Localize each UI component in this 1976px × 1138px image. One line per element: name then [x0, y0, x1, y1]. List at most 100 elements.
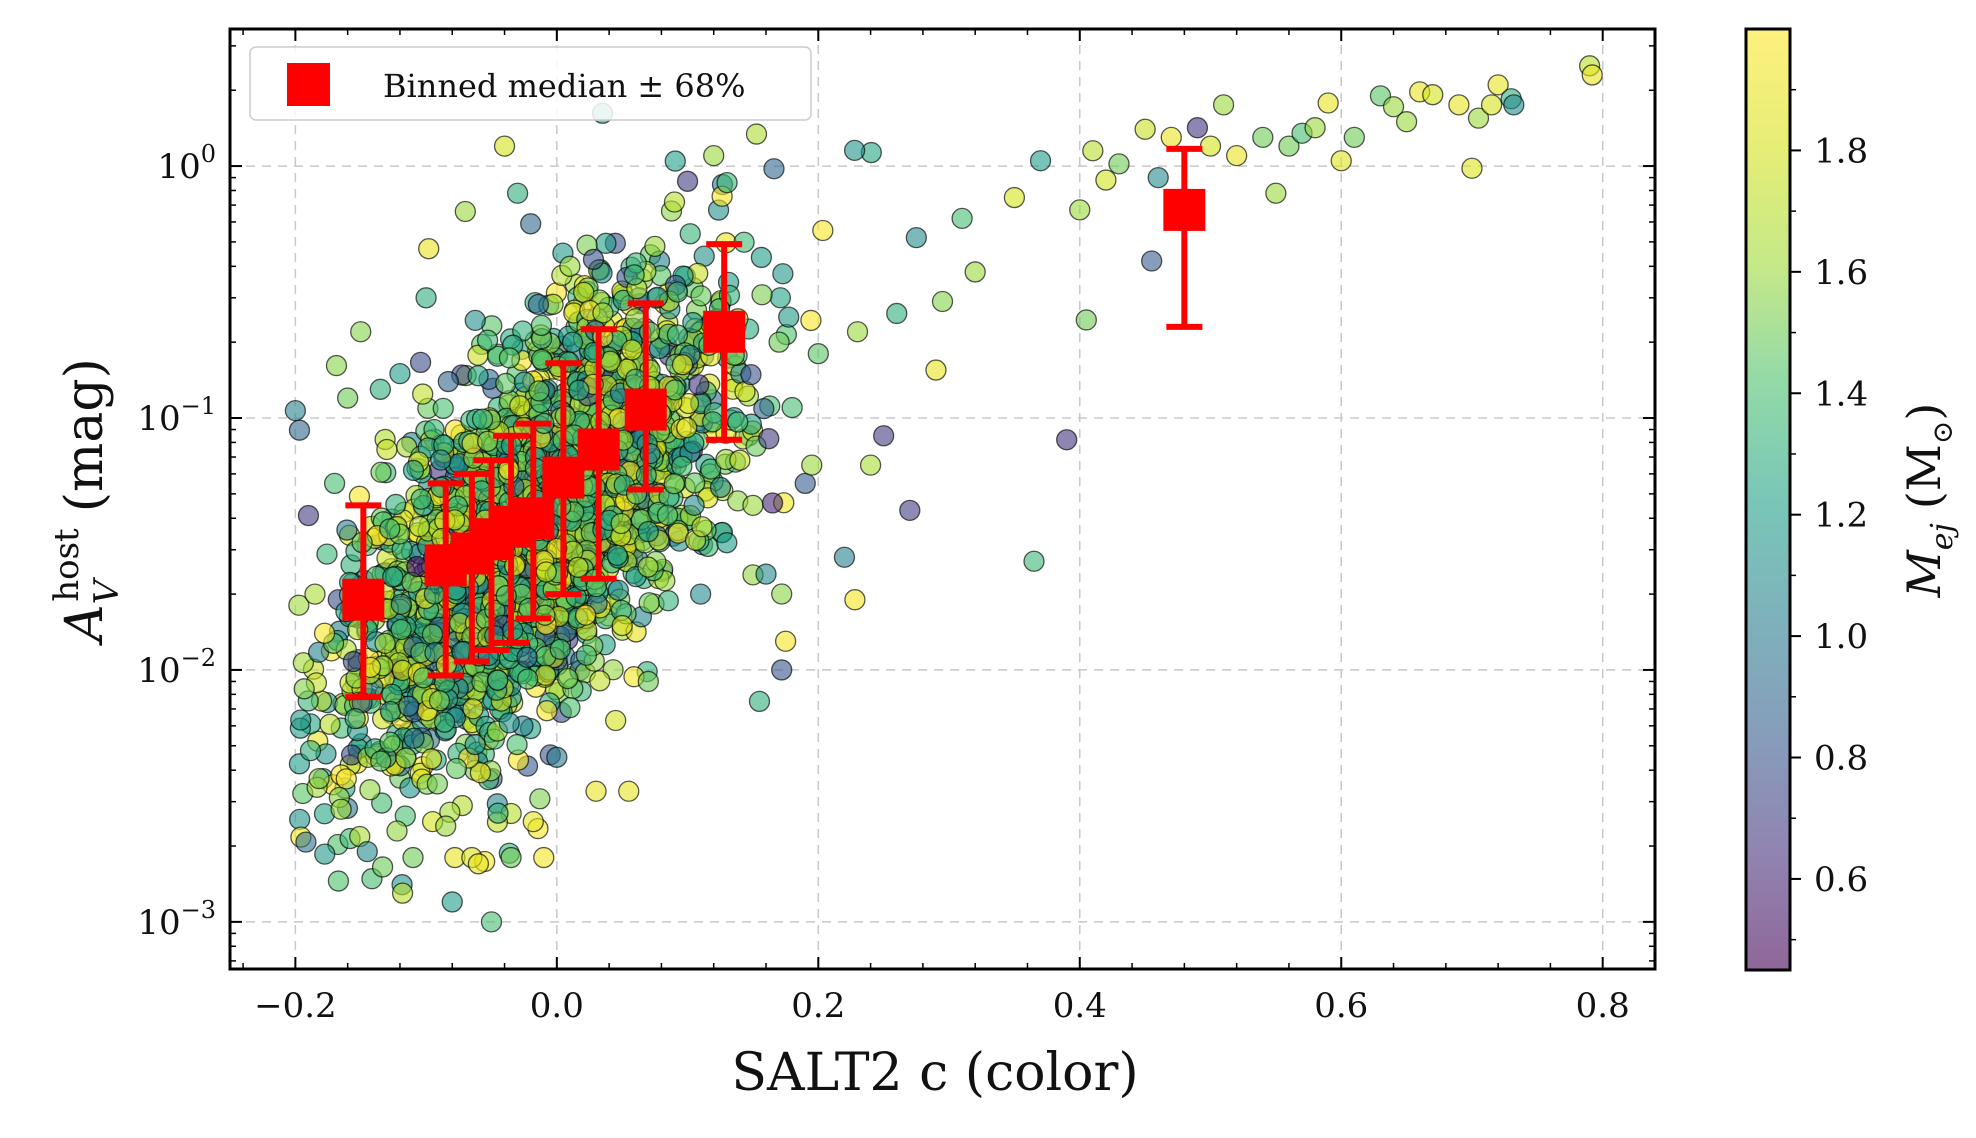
scatter-point [1082, 140, 1104, 162]
scatter-point [607, 579, 629, 601]
scatter-point [382, 566, 404, 588]
scatter-point [336, 519, 358, 541]
scatter-point [506, 182, 529, 204]
y-tick-label: 100 [157, 140, 216, 187]
scatter-point [536, 700, 558, 722]
scatter-point [1330, 150, 1352, 172]
scatter-point [1487, 74, 1509, 96]
scatter-point [389, 362, 411, 385]
scatter-point [316, 543, 338, 565]
scatter-point [423, 583, 446, 605]
scatter-point [1141, 250, 1163, 272]
scatter-point [1069, 199, 1091, 221]
scatter-point [509, 395, 531, 417]
scatter-point [376, 438, 398, 461]
scatter-point [1226, 144, 1248, 167]
scatter-point [1075, 309, 1097, 331]
scatter-point [1003, 186, 1026, 209]
scatter-point [374, 632, 396, 655]
scatter-point [637, 556, 659, 578]
colorbar-tick-label: 1.0 [1814, 617, 1868, 657]
scatter-point [666, 324, 689, 346]
scatter-point [410, 488, 432, 510]
scatter-point [498, 347, 521, 369]
scatter-point [308, 767, 330, 790]
scatter-point [582, 248, 605, 271]
colorbar-ticks: 0.6 0.8 1.0 1.2 1.4 1.6 1.8 [1790, 88, 1868, 941]
scatter-point [905, 226, 928, 249]
scatter-point [1467, 107, 1490, 129]
scatter-point [437, 370, 459, 393]
scatter-point [433, 711, 456, 733]
scatter-point [1160, 126, 1182, 149]
colorbar-label: Mej (M⊙) [1897, 403, 1960, 599]
scatter-point [833, 546, 856, 568]
x-tick-label: −0.2 [254, 986, 337, 1026]
scatter-point [1029, 150, 1052, 172]
scatter-point [763, 158, 785, 180]
scatter-point [745, 123, 768, 145]
scatter-point [402, 459, 425, 482]
scatter-point [561, 331, 584, 353]
scatter-point [873, 425, 895, 447]
scatter-point [289, 808, 311, 831]
scatter-point [1134, 118, 1156, 140]
colorbar-label-close: ) [1897, 403, 1951, 421]
scatter-point [742, 494, 764, 517]
scatter-point [420, 748, 443, 770]
scatter-point [758, 428, 780, 450]
scatter-point [859, 454, 882, 476]
scatter-point [644, 235, 666, 258]
scatter-point [729, 449, 751, 471]
y-axis-title-main: A [55, 604, 115, 646]
scatter-point [621, 339, 643, 361]
scatter-point [557, 667, 579, 690]
scatter-point [379, 518, 401, 540]
scatter-point [1304, 117, 1326, 139]
scatter-point [623, 264, 645, 286]
scatter-point [844, 589, 866, 611]
scatter-point [1212, 94, 1235, 116]
svg-text:Mej(M⊙): Mej (M⊙) [1897, 403, 1960, 599]
scatter-point [605, 709, 627, 732]
scatter-point [1422, 84, 1444, 106]
scatter-point [356, 840, 378, 863]
scatter-point [516, 646, 538, 668]
legend-box [249, 46, 812, 121]
scatter-point [534, 604, 556, 626]
scatter-point [684, 472, 706, 494]
scatter-point [1448, 94, 1470, 116]
scatter-point [379, 700, 402, 723]
scatter-point [325, 354, 348, 377]
x-tick-label: 0.0 [530, 986, 584, 1026]
x-tick-label: 0.6 [1314, 986, 1368, 1026]
binned-median-marker [512, 497, 555, 540]
colorbar-label-main: M [1897, 548, 1951, 598]
scatter-point [618, 780, 640, 802]
colorbar-tick-label: 1.8 [1814, 131, 1868, 171]
scatter-point [606, 544, 628, 566]
scatter-point [395, 747, 417, 769]
scatter-point [637, 670, 659, 693]
scatter-point [1056, 429, 1078, 451]
scatter-point [703, 144, 725, 167]
scatter-point [1581, 64, 1603, 86]
scatter-point [467, 365, 489, 387]
scatter-point [807, 343, 829, 365]
y-axis-title-sub: V [87, 576, 127, 604]
scatter-point [546, 746, 568, 768]
scatter-point [666, 281, 689, 303]
legend: Binned median ± 68% [249, 46, 812, 121]
scatter-point [344, 707, 366, 730]
scatter-point [748, 690, 771, 713]
scatter-point [676, 416, 698, 439]
scatter-point [768, 331, 790, 353]
scatter-point [778, 306, 800, 328]
scatter-point [589, 670, 611, 692]
y-tick-labels: 10−3 10−2 10−1 100 [137, 140, 216, 943]
scatter-point [1108, 153, 1130, 175]
scatter-point [533, 846, 555, 869]
scatter-point [574, 604, 597, 626]
